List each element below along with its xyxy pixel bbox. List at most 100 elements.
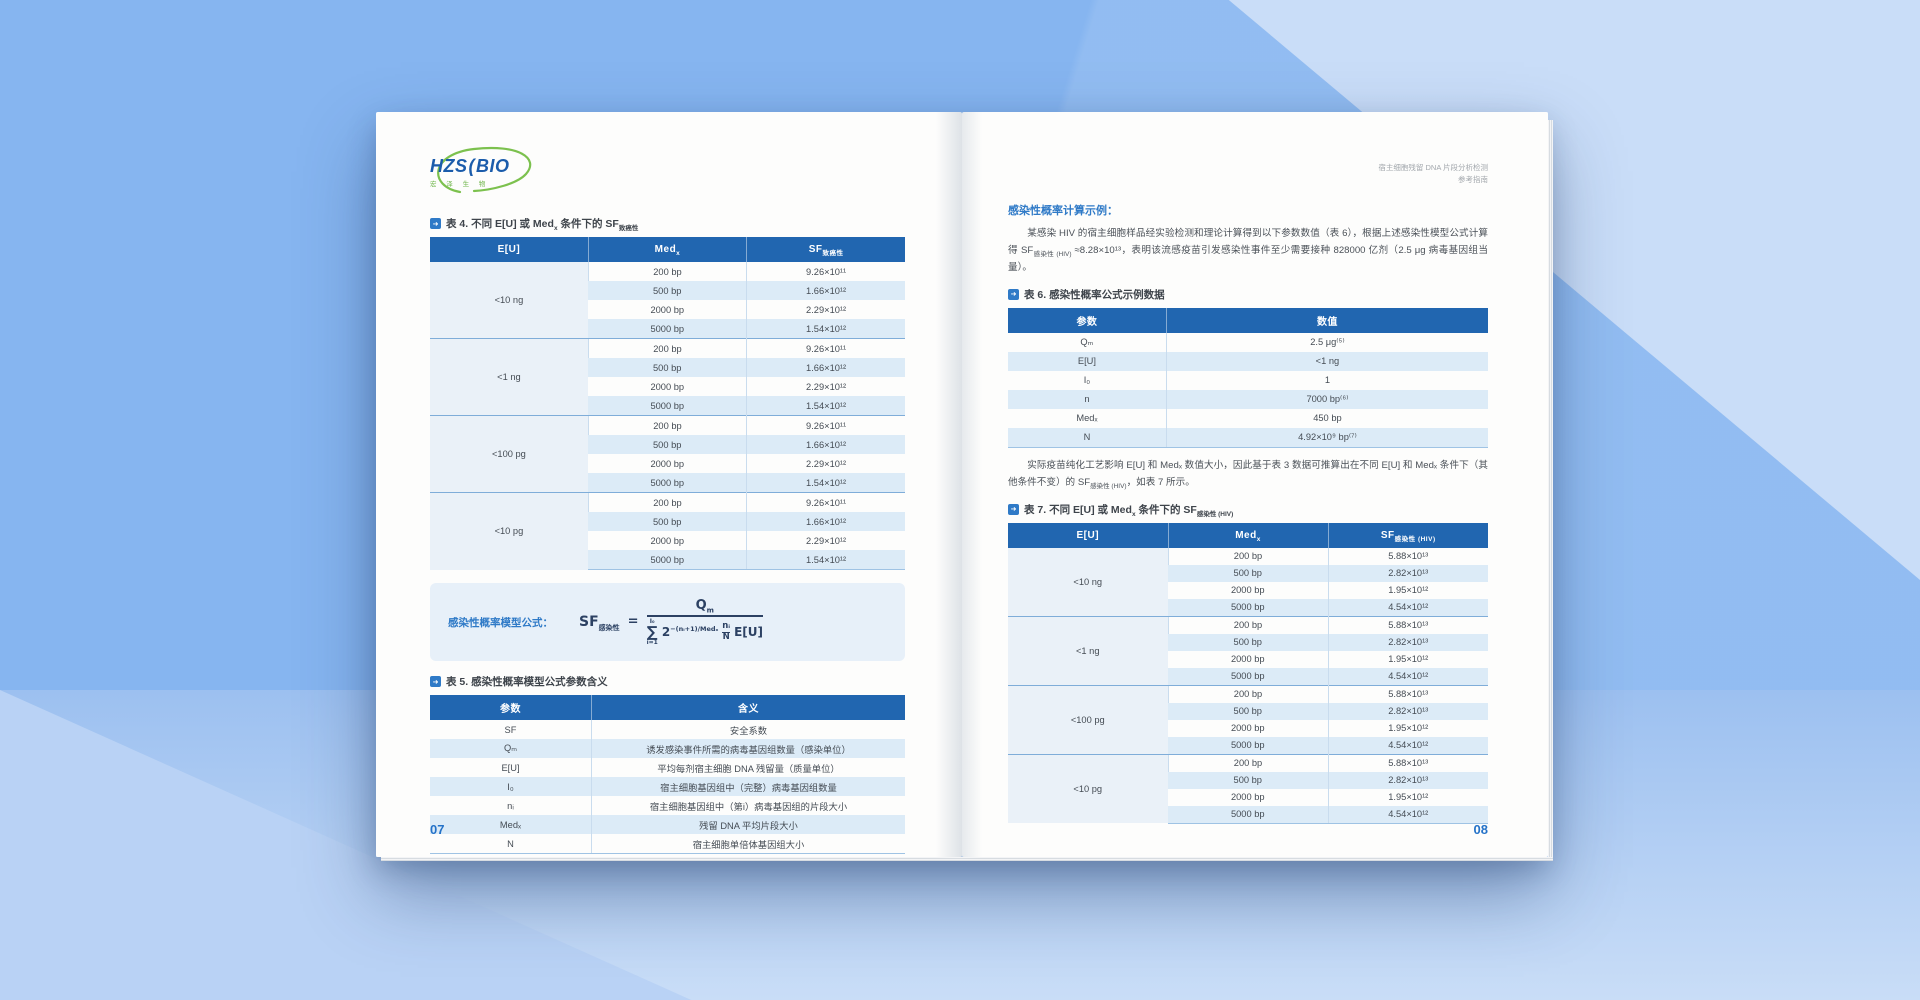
table-row: E[U] <1 ng xyxy=(1008,351,1488,371)
table7-caption-text: 表 7. 不同 E[U] 或 Medx 条件下的 SF感染性 (HIV) xyxy=(1024,503,1234,518)
med-cell: 2000 bp xyxy=(1230,585,1265,596)
page-number-left: 07 xyxy=(430,822,445,837)
page-right: 宿主细胞残留 DNA 片段分析检测 参考指南 感染性概率计算示例： 某感染 HI… xyxy=(962,112,1548,857)
med-cell: 500 bp xyxy=(1168,771,1328,789)
eu-cell: <1 ng xyxy=(1008,615,1168,686)
meaning-cell: 残留 DNA 平均片段大小 xyxy=(591,815,905,834)
med-cell: 2000 bp xyxy=(1230,654,1265,665)
med-cell: 500 bp xyxy=(1168,702,1328,720)
sf-cell: 1.54×10¹² xyxy=(746,396,905,416)
table-row: 5000 bp 4.54×10¹² xyxy=(1008,736,1488,755)
meaning-cell: 诱发感染事件所需的病毒基因组数量（感染单位） xyxy=(591,739,905,758)
table4-caption: ➜ 表 4. 不同 E[U] 或 Medx 条件下的 SF致癌性 xyxy=(430,216,905,233)
med-cell: 200 bp xyxy=(587,415,747,435)
sf-cell: 5.88×10¹³ xyxy=(1327,615,1488,634)
med-cell: 5000 bp xyxy=(588,473,747,493)
table-row: 5000 bp 1.54×10¹² xyxy=(430,396,905,416)
table4: E[U] Medx SF致癌性 <10 ng 200 bp 9.26×10¹¹ 50… xyxy=(430,237,905,570)
param-cell: E[U] xyxy=(1008,351,1167,371)
table6-caption: ➜ 表 6. 感染性概率公式示例数据 xyxy=(1008,287,1488,302)
med-cell: 200 bp xyxy=(587,262,747,281)
table6-header-row: 参数 数值 xyxy=(1008,307,1488,333)
table-row: 2000 bp 1.95×10¹² xyxy=(1008,650,1488,668)
table4-col-sf: SF致癌性 xyxy=(746,237,905,262)
table-row: 2000 bp 1.95×10¹² xyxy=(1008,788,1488,806)
table-row: I₀ 宿主细胞基因组中（完整）病毒基因组数量 xyxy=(430,777,905,796)
table7-header-row: E[U] Medx SF感染性 (HIV) xyxy=(1008,522,1488,548)
eu-cell: <10 pg xyxy=(430,492,589,570)
table-row: Medₓ 450 bp xyxy=(1008,408,1488,428)
sf-cell: 5.88×10¹³ xyxy=(1327,753,1488,772)
inner-fraction: nᵢ N xyxy=(722,621,731,642)
logo-bracket: ( xyxy=(468,156,475,176)
meaning-cell: 平均每剂宿主细胞 DNA 残留量（质量单位） xyxy=(591,758,905,777)
table5-col-meaning: 含义 xyxy=(591,695,905,720)
table-row: 500 bp 2.82×10¹³ xyxy=(1008,771,1488,789)
table-row: <100 pg 200 bp 5.88×10¹³ xyxy=(1008,684,1488,755)
caption-arrow-icon: ➜ xyxy=(430,676,441,687)
table-row: nᵢ 宿主细胞基因组中（第i）病毒基因组的片段大小 xyxy=(430,796,905,815)
table-row: 500 bp 1.66×10¹² xyxy=(430,512,905,531)
table-row: 500 bp 1.66×10¹² xyxy=(430,358,905,377)
med-cell: 500 bp xyxy=(588,512,747,531)
meaning-cell: 安全系数 xyxy=(591,720,905,739)
value-cell: <1 ng xyxy=(1165,351,1488,371)
param-cell: Medₓ xyxy=(1076,413,1098,424)
param-cell: N xyxy=(430,834,592,854)
formula-label: 感染性概率模型公式： xyxy=(448,616,553,629)
table-row: n 7000 bp⁽⁶⁾ xyxy=(1008,389,1488,409)
sf-cell: 4.54×10¹² xyxy=(1327,598,1488,617)
table-row: 500 bp 2.82×10¹³ xyxy=(1008,633,1488,651)
logo-subtitle: 宏 泽 生 物 xyxy=(430,181,490,188)
running-header-line1: 宿主细胞残留 DNA 片段分析检测 xyxy=(1378,163,1488,172)
table4-col-eu: E[U] xyxy=(430,237,589,262)
page-stack-edge-right xyxy=(1548,120,1553,861)
sf-cell: 2.29×10¹² xyxy=(746,300,905,319)
table7-caption: ➜ 表 7. 不同 E[U] 或 Medx 条件下的 SF感染性 (HIV) xyxy=(1008,502,1488,518)
param-cell: E[U] xyxy=(501,762,520,773)
med-cell: 2000 bp xyxy=(650,304,685,315)
table7: E[U] Medx SF感染性 (HIV) <10 ng 200 bp 5.88×1… xyxy=(1008,522,1488,824)
table-row: <1 ng 200 bp 9.26×10¹¹ xyxy=(430,338,905,416)
fraction-bar xyxy=(646,615,764,617)
infectivity-formula-box: 感染性概率模型公式： SF感染性 = Qm I₀ ∑ i=1 2−(nᵢ+1)/Me… xyxy=(430,583,905,661)
med-cell: 5000 bp xyxy=(588,550,747,570)
value-cell: 7000 bp⁽⁶⁾ xyxy=(1165,389,1488,409)
med-cell: 200 bp xyxy=(587,338,747,358)
sf-cell: 2.29×10¹² xyxy=(746,531,905,550)
med-cell: 500 bp xyxy=(588,435,747,454)
sf-cell: 1.54×10¹² xyxy=(746,473,905,493)
logo-bio: BIO xyxy=(476,156,510,176)
brochure-open-spread: HZS(BIO 宏 泽 生 物 ➜ 表 4. 不同 E[U] 或 Medx 条件… xyxy=(376,112,1553,861)
param-cell: nᵢ xyxy=(507,800,514,811)
table-row: Qₘ 诱发感染事件所需的病毒基因组数量（感染单位） xyxy=(430,739,905,758)
table-row: <10 pg 200 bp 5.88×10¹³ xyxy=(1008,753,1488,824)
formula-denominator: I₀ ∑ i=1 2−(nᵢ+1)/Medₓ nᵢ N E[U] xyxy=(647,618,763,646)
table-row: N 4.92×10⁹ bp⁽⁷⁾ xyxy=(1008,427,1488,448)
sf-cell: 1.54×10¹² xyxy=(746,550,905,570)
table-row: 5000 bp 4.54×10¹² xyxy=(1008,805,1488,824)
meaning-cell: 宿主细胞单倍体基因组大小 xyxy=(591,834,905,854)
med-cell: 2000 bp xyxy=(650,535,685,546)
med-cell: 5000 bp xyxy=(1168,805,1328,824)
param-cell: N xyxy=(1008,427,1167,448)
table-row: <100 pg 200 bp 9.26×10¹¹ xyxy=(430,415,905,493)
value-cell: 450 bp xyxy=(1165,408,1488,428)
running-header-line2: 参考指南 xyxy=(1458,175,1488,184)
med-cell: 200 bp xyxy=(1167,753,1328,772)
sf-cell: 9.26×10¹¹ xyxy=(746,415,905,435)
table4-caption-text: 表 4. 不同 E[U] 或 Medx 条件下的 SF致癌性 xyxy=(446,218,639,233)
table-row: 2000 bp 2.29×10¹² xyxy=(430,531,905,550)
med-cell: 5000 bp xyxy=(588,319,747,339)
med-cell: 500 bp xyxy=(1168,633,1328,651)
caption-arrow-icon: ➜ xyxy=(430,218,441,229)
table-row: 500 bp 1.66×10¹² xyxy=(430,435,905,454)
table5-caption-text: 表 5. 感染性概率模型公式参数含义 xyxy=(446,676,608,688)
formula-numerator: Qm xyxy=(695,598,714,615)
med-cell: 5000 bp xyxy=(1168,736,1328,755)
sf-cell: 5.88×10¹³ xyxy=(1327,684,1488,703)
med-cell: 500 bp xyxy=(588,281,747,300)
formula-equation: SF感染性 = Qm I₀ ∑ i=1 2−(nᵢ+1)/Medₓ nᵢ N E[U] xyxy=(579,598,764,646)
formula-fraction: Qm I₀ ∑ i=1 2−(nᵢ+1)/Medₓ nᵢ N E[U] xyxy=(646,598,764,646)
sf-cell: 2.29×10¹² xyxy=(746,454,905,473)
